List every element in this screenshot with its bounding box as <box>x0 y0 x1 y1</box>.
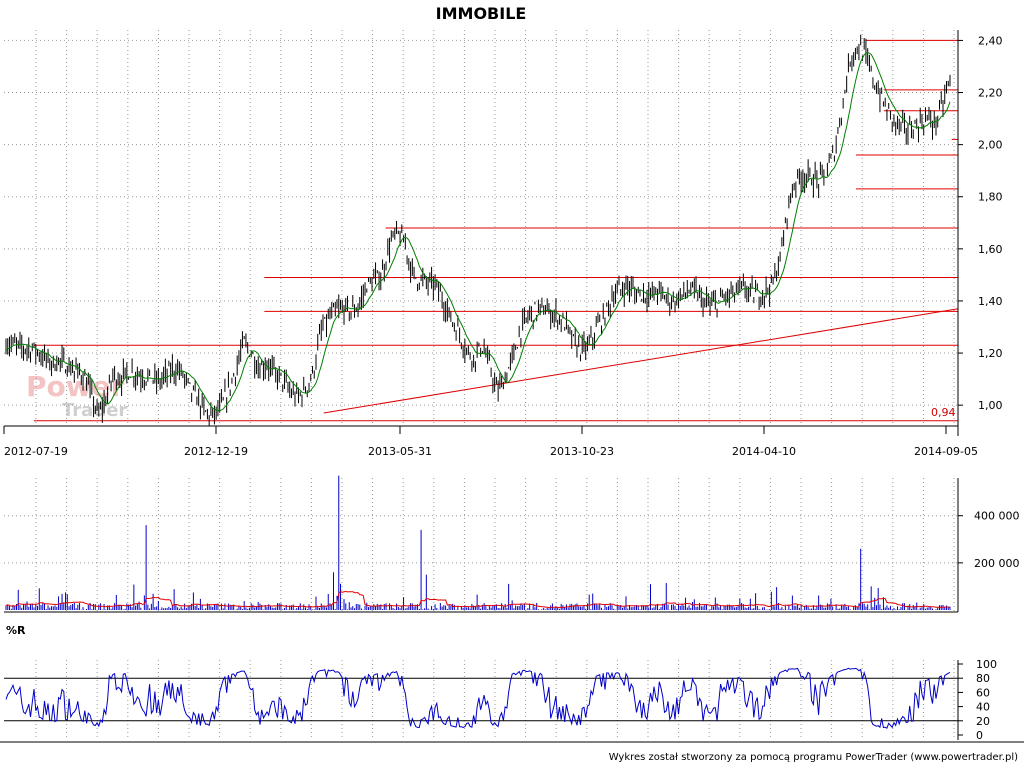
volume-axis: 200 000 400 000 <box>958 510 1020 570</box>
chart-title: IMMOBILE <box>436 4 527 23</box>
date-label: 2013-10-23 <box>550 445 614 458</box>
moving-average <box>5 52 951 412</box>
volume-average-line <box>5 590 951 609</box>
moving-average-line <box>5 52 951 412</box>
williams-tick-label: 100 <box>976 658 997 671</box>
date-label: 2012-07-19 <box>4 445 68 458</box>
price-panel: 1,00 1,20 1,40 1,60 1,80 2,00 2,20 2,40 2012-07-… <box>3 30 1003 458</box>
price-tick-label: 1,00 <box>978 399 1003 412</box>
date-label: 2014-09-05 <box>914 445 978 458</box>
volume-tick-label: 200 000 <box>974 557 1020 570</box>
williams-tick-label: 80 <box>976 672 990 685</box>
volume-tick-label: 400 000 <box>974 510 1020 523</box>
powertrader-watermark: Power Trader <box>26 370 127 421</box>
williams-tick-label: 20 <box>976 715 990 728</box>
svg-text:Power: Power <box>26 370 125 403</box>
price-tick-label: 2,40 <box>978 34 1003 47</box>
trendline <box>323 308 959 414</box>
date-label: 2012-12-19 <box>184 445 248 458</box>
price-axis: 1,00 1,20 1,40 1,60 1,80 2,00 2,20 2,40 2012-07-… <box>3 34 1003 458</box>
price-tick-label: 1,80 <box>978 191 1003 204</box>
volume-grid <box>4 478 958 612</box>
williams-line <box>5 667 951 729</box>
price-tick-label: 1,60 <box>978 243 1003 256</box>
williams-grid <box>4 660 958 740</box>
volume-bars <box>5 475 951 610</box>
footer-credit: Wykres został stworzony za pomocą progra… <box>609 752 1018 763</box>
date-label: 2014-04-10 <box>732 445 796 458</box>
williams-r-line <box>5 667 951 729</box>
min-price-label: 0,94 <box>931 406 956 419</box>
williams-tick-label: 0 <box>976 729 983 742</box>
svg-text:Trader: Trader <box>62 400 127 421</box>
support-trendline <box>323 308 959 414</box>
volume-average <box>5 590 951 609</box>
price-tick-label: 1,20 <box>978 347 1003 360</box>
price-tick-label: 2,00 <box>978 139 1003 152</box>
price-tick-label: 2,20 <box>978 87 1003 100</box>
williams-r-label: %R <box>6 624 26 637</box>
williams-tick-label: 40 <box>976 701 990 714</box>
price-bars <box>5 34 951 427</box>
date-label: 2013-05-31 <box>368 445 432 458</box>
volume-panel: 200 000 400 000 <box>4 475 1020 613</box>
price-tick-label: 1,40 <box>978 295 1003 308</box>
williams-tick-label: 60 <box>976 686 990 699</box>
